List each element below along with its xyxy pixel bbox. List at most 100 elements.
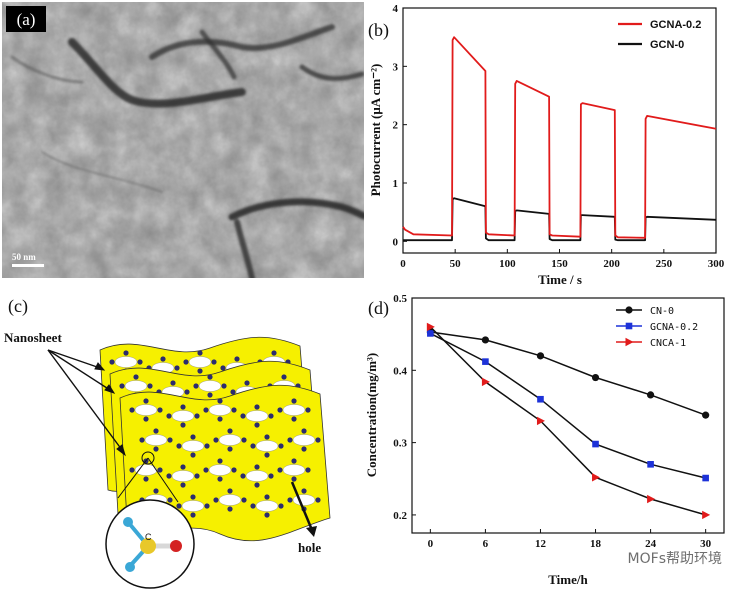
x-tick-label: 100 (499, 258, 516, 270)
atom-dot (227, 488, 233, 494)
atom-dot (277, 467, 283, 473)
legend-label-gcna: GCNA-0.2 (650, 19, 701, 31)
x-tick-label: 12 (535, 538, 547, 550)
atom-dot (291, 398, 297, 404)
y-axis-title: Photocurrent (μA cm⁻²) (368, 64, 383, 197)
atom-dot (315, 497, 321, 503)
atom-dot (301, 446, 307, 452)
atom-dot (153, 446, 159, 452)
atom-dot (197, 350, 203, 356)
pore-hole (171, 410, 195, 422)
carbon-atom (140, 538, 156, 554)
atom-dot (143, 416, 149, 422)
pore-hole (171, 470, 195, 482)
series-line-cnca-1 (429, 326, 706, 516)
atom-dot (254, 404, 260, 410)
atom-dot (133, 374, 139, 380)
legend-label-cnca-1: CNCA-1 (650, 338, 686, 349)
photocurrent-chart: 0 50 100 150 200 250 300 0 1 2 3 4 (b) Time / s Pho… (368, 3, 725, 287)
atom-dot (137, 359, 143, 365)
pore-hole (198, 380, 222, 392)
atom-dot (213, 497, 219, 503)
panel-c-label: (c) (8, 296, 28, 317)
hole-annotation: hole (298, 540, 321, 555)
atom-dot (234, 356, 240, 362)
atom-dot (143, 476, 149, 482)
atom-dot (277, 407, 283, 413)
atom-dot (190, 494, 196, 500)
panel-a-label-box: (a) (6, 6, 46, 32)
x-axis-title: Time/h (548, 572, 588, 587)
data-point-cn-0 (481, 336, 490, 344)
atom-dot (160, 356, 166, 362)
atom-dot (180, 464, 186, 470)
atom-dot (119, 383, 125, 389)
atom-dot (193, 383, 199, 389)
atom-dot (250, 503, 256, 509)
y-tick-label: 1 (393, 178, 399, 190)
pore-hole (245, 470, 269, 482)
pore-hole (218, 434, 242, 446)
watermark: MOFs帮助环境 (627, 551, 722, 567)
atom-dot (203, 407, 209, 413)
atom-dot (271, 350, 277, 356)
atom-dot (217, 416, 223, 422)
legend-label-cn-0: CN-0 (650, 306, 674, 317)
data-point-cnca-1 (592, 473, 601, 482)
data-point-cn-0 (646, 391, 655, 399)
y-tick-label: 3 (393, 61, 399, 73)
data-point-gcna-0-2 (702, 474, 709, 482)
atom-dot (264, 494, 270, 500)
atom-dot (244, 380, 250, 386)
atom-dot (153, 428, 159, 434)
atom-dot (167, 497, 173, 503)
x-tick-label: 0 (428, 538, 434, 550)
photocurrent-chart-panel: 0 50 100 150 200 250 300 0 1 2 3 4 (b) Time / s Pho… (360, 0, 738, 290)
pore-hole (144, 434, 168, 446)
series-line-gcna-0-2 (430, 332, 706, 479)
y-tick-label: 0.5 (393, 293, 407, 305)
atom-dot (211, 359, 217, 365)
pore-hole (255, 440, 279, 452)
tem-image: (a) 50 nm (2, 2, 364, 278)
legend: CN-0 GCNA-0.2 CNCA-1 (616, 306, 698, 349)
pore-hole (218, 494, 242, 506)
atom-dot (217, 398, 223, 404)
y-tick-label: 0.4 (393, 365, 407, 377)
data-point-gcna-0-2 (427, 330, 434, 337)
concentration-chart: 0 6 12 18 24 30 0.2 0.3 0.4 0.5 (d) Time/h Concen… (364, 293, 725, 587)
legend-marker-cnca-1 (625, 337, 634, 347)
atom-dot (147, 383, 153, 389)
pore-hole (114, 356, 138, 368)
legend-marker-gcna-0-2 (625, 322, 633, 330)
pore-hole (124, 380, 148, 392)
carbon-atom-label: C (145, 532, 152, 542)
atom-dot (315, 437, 321, 443)
data-point-cnca-1 (647, 494, 656, 504)
atom-dot (139, 437, 145, 443)
atom-dot (170, 380, 176, 386)
atom-dot (207, 374, 213, 380)
scale-bar-line (12, 264, 44, 267)
molecule-zoom-inset: C (105, 451, 195, 589)
y-tick-label: 0 (393, 236, 399, 248)
x-axis-title: Time / s (538, 272, 582, 287)
atom-dot (220, 365, 226, 371)
atom-dot (190, 452, 196, 458)
atom-dot (153, 488, 159, 494)
y-tick-label: 0.3 (393, 438, 407, 450)
atom-dot (268, 473, 274, 479)
atom-dot (254, 422, 260, 428)
atom-dot (281, 374, 287, 380)
x-tick-label: 24 (645, 538, 657, 550)
x-tick-label: 150 (551, 258, 568, 270)
panel-d-label: (d) (368, 298, 389, 319)
atom-dot (207, 392, 213, 398)
x-tick-label: 18 (590, 538, 602, 550)
atom-dot (287, 437, 293, 443)
pore-hole (181, 440, 205, 452)
legend: GCNA-0.2 GCN-0 (618, 19, 701, 51)
pore-hole (188, 356, 212, 368)
atom-dot (180, 404, 186, 410)
pore-hole (208, 404, 232, 416)
